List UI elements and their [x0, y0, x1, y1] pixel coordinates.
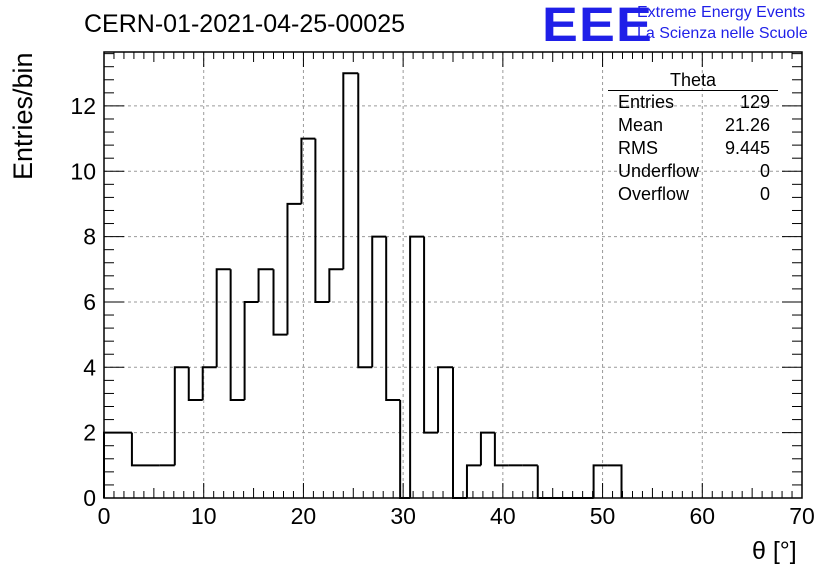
histogram-bin [130, 432, 160, 467]
x-tick-label: 0 [98, 503, 111, 529]
y-tick-label: 2 [83, 420, 96, 446]
histogram-bin [272, 269, 288, 336]
histogram-bin [409, 235, 425, 498]
histogram-bin [201, 366, 217, 400]
x-tick-label: 60 [689, 503, 715, 529]
x-tick-label: 50 [590, 503, 616, 529]
histogram-bin [300, 137, 316, 204]
histogram-bin [465, 464, 481, 498]
logo-line-2: La Scienza nelle Scuole [637, 25, 808, 42]
x-tick-label: 30 [390, 503, 416, 529]
stat-value: 129 [739, 92, 770, 112]
stat-label: RMS [618, 138, 658, 158]
stat-value: 0 [759, 184, 770, 204]
histogram-bin [215, 268, 231, 368]
histogram-bin [243, 300, 259, 400]
histogram-bin [103, 431, 132, 498]
y-tick-label: 10 [70, 158, 96, 184]
x-axis-label: θ [°] [752, 537, 797, 565]
x-tick-label: 70 [789, 503, 815, 529]
stats-box: Theta Entries 129 Mean 21.26 RMS 9.445 U… [608, 70, 778, 206]
axis-ticks [103, 52, 803, 499]
histogram-steps [103, 72, 623, 499]
histogram-bin [187, 367, 203, 401]
y-tick-label: 4 [83, 354, 96, 380]
histogram-bin [399, 399, 411, 499]
stat-value: 0 [759, 161, 770, 181]
stat-label: Entries [618, 92, 675, 112]
stat-label: Mean [618, 115, 664, 135]
plot-title: CERN-01-2021-04-25-00025 [84, 10, 406, 38]
histogram-bin [493, 432, 509, 467]
x-tick-label: 40 [490, 503, 516, 529]
histogram-bin [229, 269, 245, 401]
histogram-bin [607, 464, 623, 498]
stat-value: 21.26 [724, 115, 770, 135]
y-tick-label: 12 [70, 93, 96, 119]
histogram-bin [173, 366, 189, 466]
y-tick-label: 0 [83, 485, 96, 511]
tick-labels: 0 10 20 30 40 50 60 70 0 2 4 6 8 10 12 [70, 93, 814, 529]
stat-label: Overflow [618, 184, 690, 204]
histogram-bin [314, 138, 330, 303]
stat-label: Underflow [618, 161, 700, 181]
histogram-bin [257, 268, 274, 302]
histogram-bin [328, 268, 344, 302]
y-tick-label: 8 [83, 224, 96, 250]
histogram-bin [371, 235, 387, 368]
eee-logo: EEE [542, 0, 653, 52]
histogram-bin [437, 366, 453, 433]
plot-frame [103, 51, 803, 499]
histogram-bin [536, 465, 594, 499]
x-tick-label: 10 [191, 503, 217, 529]
y-tick-label: 6 [83, 289, 96, 315]
logo-line-1: Extreme Energy Events [637, 4, 806, 21]
stats-title: Theta [608, 70, 778, 91]
histogram-bin [357, 73, 373, 369]
y-axis-label: Entries/bin [8, 52, 38, 180]
stat-row-underflow: Underflow 0 [608, 160, 778, 183]
stat-row-mean: Mean 21.26 [608, 114, 778, 137]
stat-row-overflow: Overflow 0 [608, 183, 778, 206]
stat-row-entries: Entries 129 [608, 91, 778, 114]
histogram-bin [423, 236, 439, 434]
histogram-bin [479, 431, 495, 466]
histogram-bin [342, 72, 359, 270]
histogram-bin [385, 236, 401, 401]
histogram-bin [592, 464, 608, 498]
stat-value: 9.445 [724, 138, 770, 158]
histogram-bin [286, 202, 302, 335]
x-tick-label: 20 [291, 503, 317, 529]
stat-row-rms: RMS 9.445 [608, 137, 778, 160]
